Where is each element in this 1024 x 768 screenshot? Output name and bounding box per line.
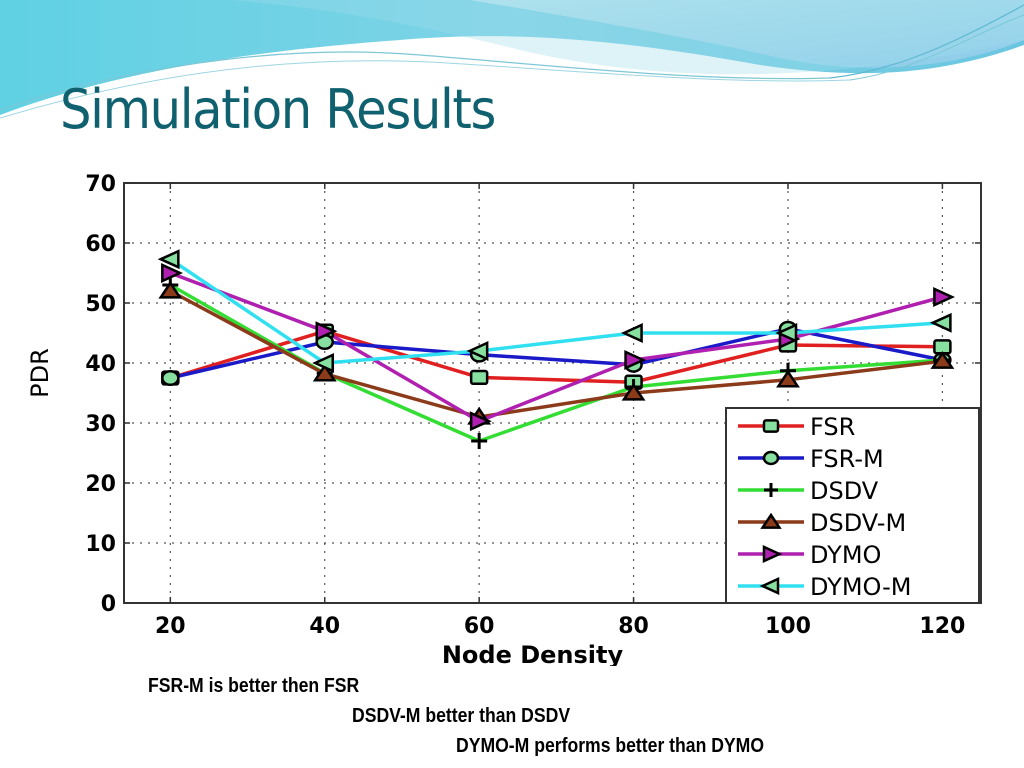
marker-triangle-right (469, 411, 492, 432)
series-line-dymo-m (169, 257, 943, 365)
marker-circle (161, 369, 180, 387)
series-fsr-m (169, 327, 943, 380)
header-wave-decoration (0, 0, 1024, 119)
series-line-fsr (169, 329, 943, 384)
y-tick-label: 40 (85, 352, 116, 377)
marker-circle (762, 450, 780, 466)
slide-title: Simulation Results (60, 78, 496, 141)
y-tick-label: 0 (101, 592, 116, 617)
marker-triangle-up (760, 512, 782, 529)
y-tick-label: 10 (85, 532, 116, 557)
legend: FSR FSR-M DSDV DSDV-M DYMO DYMO-M (725, 407, 980, 604)
marker-triangle-right (933, 287, 956, 307)
marker-triangle-up (312, 363, 337, 382)
series-layer (157, 249, 956, 449)
y-tick-label: 50 (85, 292, 116, 317)
chart-panel: 0 10 20 30 40 50 60 70 20 40 60 80 100 120 Node Densi… (18, 148, 998, 666)
x-tick-label: 80 (618, 614, 649, 639)
y-tick-label: 60 (85, 232, 116, 257)
legend-item-fsr-m: FSR-M (738, 445, 884, 473)
caption-dymo: DYMO-M performs better than DYMO (456, 735, 765, 757)
x-tick-label: 20 (155, 614, 186, 639)
legend-box (725, 407, 980, 604)
marker-triangle-left (775, 323, 798, 343)
markers-dymo-m (157, 249, 952, 373)
marker-triangle-up (776, 369, 800, 388)
marker-triangle-left (312, 353, 334, 373)
legend-label: DSDV (810, 477, 879, 505)
marker-triangle-up (621, 382, 646, 401)
series-line-fsr-m (169, 327, 943, 380)
pdr-line-chart: 0 10 20 30 40 50 60 70 20 40 60 80 100 120 Node Densi… (26, 172, 982, 666)
y-tick-label: 20 (85, 472, 116, 497)
marker-square (469, 369, 489, 386)
marker-triangle-up (158, 280, 183, 299)
marker-triangle-right (161, 263, 183, 283)
marker-square (762, 419, 780, 433)
series-line-dsdv-m (169, 289, 943, 419)
series-fsr (169, 329, 943, 384)
marker-triangle-left (759, 577, 780, 595)
legend-label: FSR (810, 413, 855, 441)
marker-triangle-up (930, 350, 955, 369)
legend-label: DYMO-M (810, 573, 911, 601)
marker-triangle-left (466, 341, 489, 361)
legend-item-dymo-m: DYMO-M (738, 573, 911, 601)
legend-item-fsr: FSR (738, 413, 855, 441)
caption-dsdv: DSDV-M better than DSDV (352, 705, 571, 727)
caption-fsr: FSR-M is better then FSR (148, 675, 360, 697)
x-tick-label: 60 (464, 614, 495, 639)
marker-triangle-left (620, 323, 643, 343)
y-axis-label: PDR (26, 348, 54, 398)
legend-item-dsdv-m: DSDV-M (738, 509, 906, 537)
marker-triangle-right (624, 350, 647, 370)
x-tick-label: 40 (309, 614, 340, 639)
series-dymo-m (169, 257, 943, 365)
x-tick-label: 100 (765, 614, 811, 639)
legend-item-dymo: DYMO (738, 541, 881, 569)
marker-triangle-right (762, 545, 783, 563)
ticks-layer: 0 10 20 30 40 50 60 70 20 40 60 80 100 120 (85, 172, 981, 639)
series-dsdv-m (169, 289, 943, 419)
marker-triangle-left (157, 249, 180, 270)
x-axis-label: Node Density (442, 641, 624, 666)
x-tick-label: 120 (919, 614, 965, 639)
y-tick-label: 30 (85, 412, 116, 437)
legend-item-dsdv: DSDV (738, 477, 879, 505)
legend-label: FSR-M (810, 445, 884, 473)
legend-label: DSDV-M (810, 509, 906, 537)
y-tick-label: 70 (85, 172, 116, 197)
marker-triangle-right (315, 321, 338, 342)
legend-label: DYMO (810, 541, 881, 569)
marker-triangle-left (929, 312, 952, 333)
plot-frame (123, 182, 982, 604)
